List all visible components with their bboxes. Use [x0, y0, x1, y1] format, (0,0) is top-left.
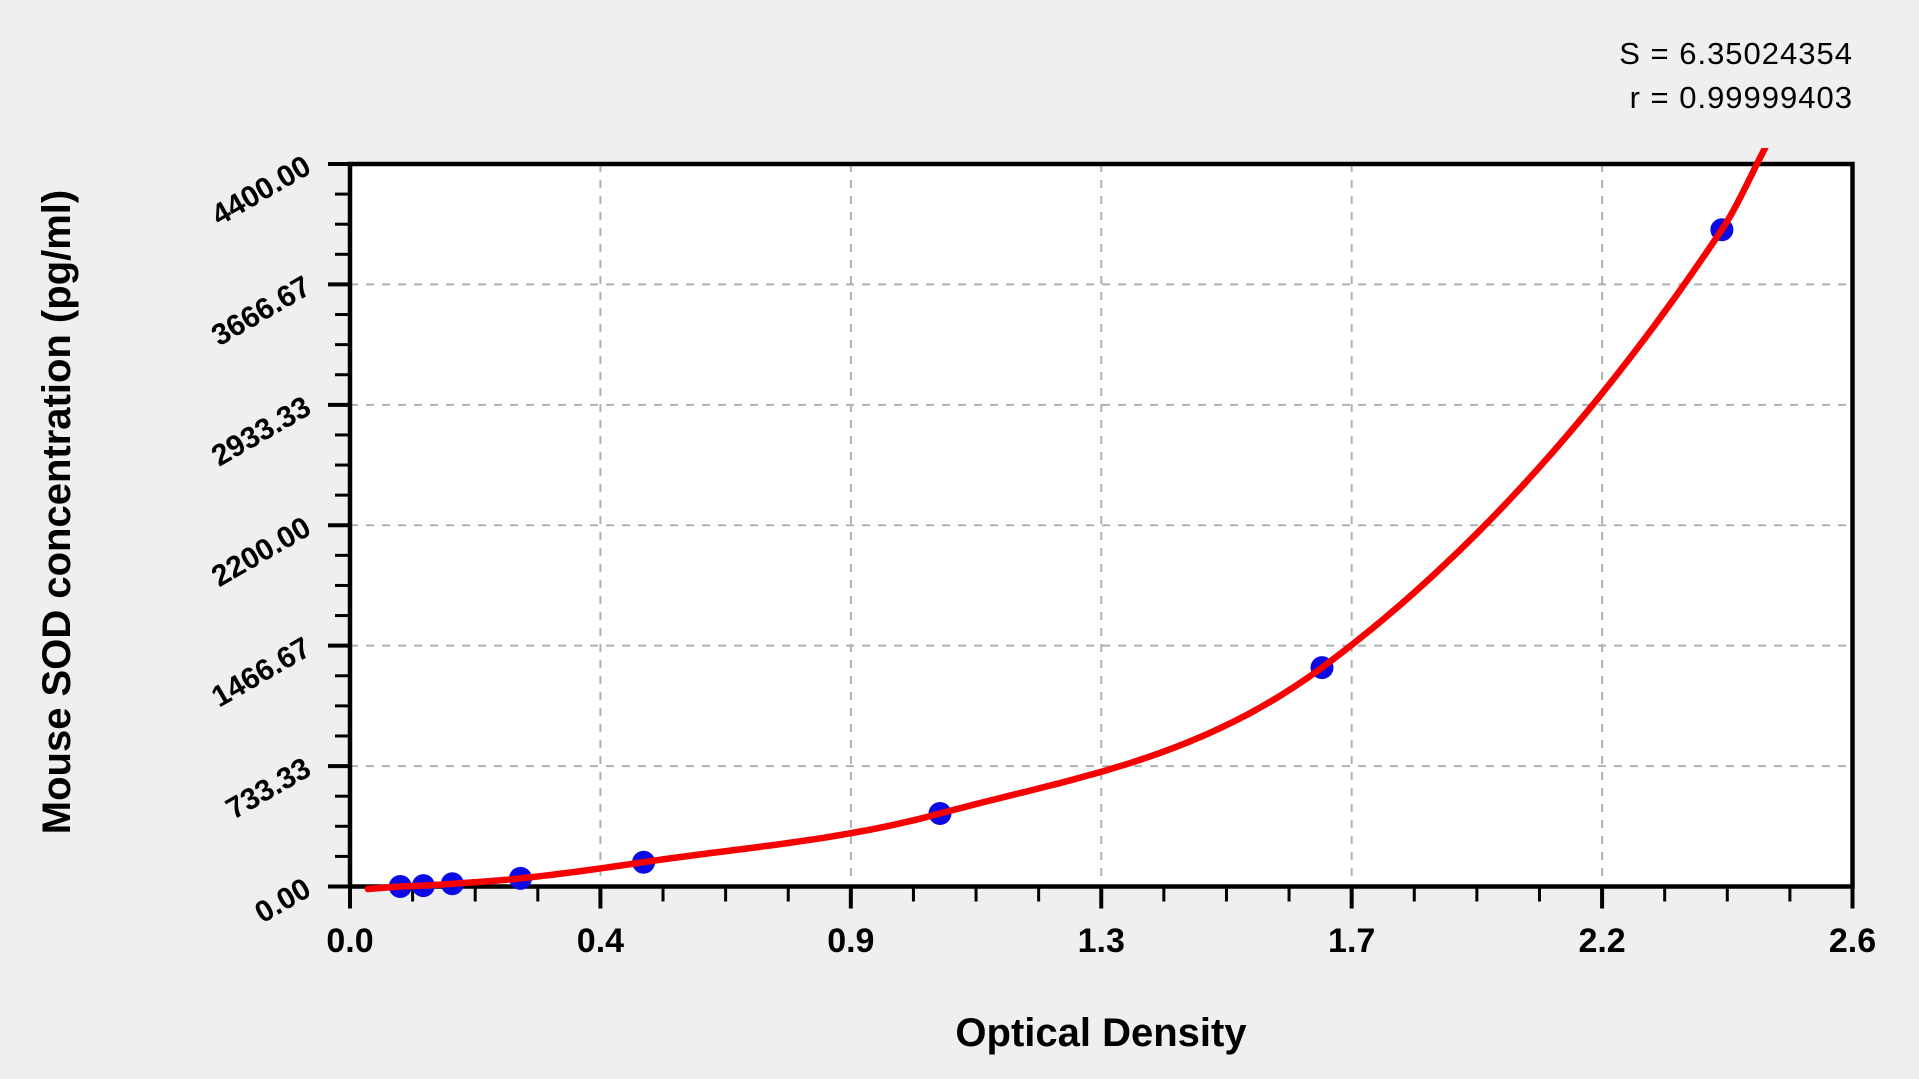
gridlines [350, 164, 1853, 887]
y-tick-label: 3666.67 [206, 270, 316, 353]
y-axis-title: Mouse SOD concentration (pg/ml) [35, 190, 79, 834]
fit-curve-path [364, 148, 1769, 893]
y-tick-label: 733.33 [221, 752, 317, 826]
stat-r-value: r = 0.99999403 [1630, 80, 1853, 115]
stat-s-value: S = 6.35024354 [1619, 36, 1853, 71]
x-tick-label: 0.4 [577, 922, 624, 960]
fit-curve-layer [364, 148, 1769, 893]
frame-rect [347, 161, 1855, 889]
y-tick-label: 2933.33 [206, 390, 316, 473]
x-tick-label: 1.7 [1328, 922, 1375, 960]
y-tick-label: 1466.67 [206, 631, 316, 714]
x-axis-title: Optical Density [955, 1011, 1247, 1055]
x-tick-label: 0.0 [326, 922, 373, 960]
y-tick-label: 0.00 [249, 872, 316, 930]
axis-ticks [328, 162, 1855, 909]
x-tick-label: 2.2 [1578, 922, 1625, 960]
x-tick-label: 2.6 [1829, 922, 1876, 960]
x-tick-label: 1.3 [1078, 922, 1125, 960]
plot-frame [347, 161, 1855, 889]
y-tick-label: 4400.00 [206, 149, 316, 232]
x-tick-label: 0.9 [827, 922, 874, 960]
y-tick-label: 2200.00 [206, 511, 316, 594]
